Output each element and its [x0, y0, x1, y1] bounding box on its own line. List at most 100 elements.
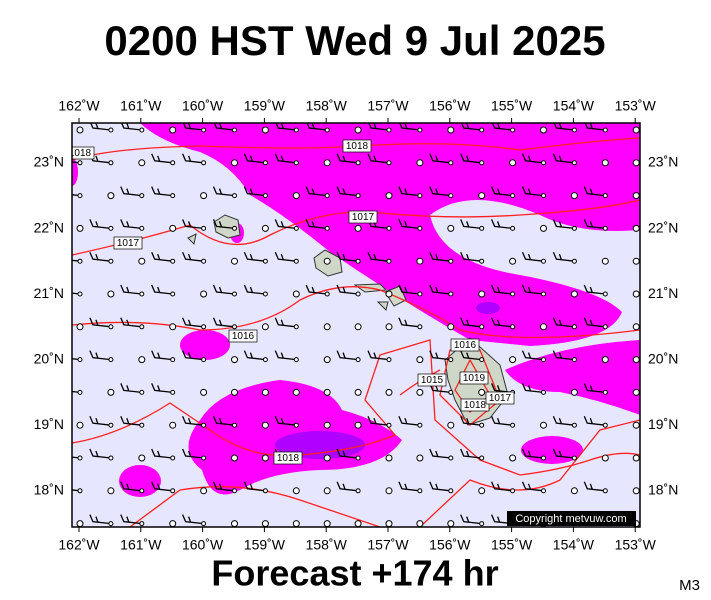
- wind-barb: [552, 251, 575, 262]
- station: [355, 193, 361, 199]
- station: [602, 422, 608, 428]
- station: [571, 225, 577, 231]
- calm-marker: [601, 159, 609, 167]
- station: [262, 488, 268, 494]
- wind-barb: [583, 383, 606, 394]
- calm-marker: [231, 257, 238, 265]
- calm-marker: [107, 388, 115, 396]
- station: [541, 160, 546, 166]
- wind-barb: [72, 259, 81, 262]
- calm-marker: [509, 454, 517, 462]
- station: [170, 160, 176, 166]
- wind-barb: [491, 219, 513, 230]
- wind-barb: [305, 186, 328, 197]
- calm-marker: [231, 356, 238, 364]
- station: [170, 291, 176, 297]
- calm-marker: [323, 421, 331, 429]
- longitude-label: 156˚W: [429, 537, 471, 553]
- wind-barb: [120, 317, 142, 328]
- station: [479, 521, 485, 527]
- calm-marker: [570, 388, 578, 396]
- station: [602, 488, 608, 494]
- wind-barb: [212, 219, 235, 230]
- calm-marker: [632, 487, 640, 495]
- latitude-label: 21˚N: [648, 285, 678, 301]
- station: [108, 357, 114, 363]
- station: [417, 225, 423, 231]
- station: [170, 455, 176, 461]
- longitude-label: 155˚W: [491, 98, 533, 114]
- station: [201, 357, 207, 363]
- wind-barb: [336, 481, 359, 492]
- map-title: 0200 HST Wed 9 Jul 2025: [104, 17, 605, 64]
- station: [448, 488, 454, 494]
- calm-marker: [416, 388, 424, 396]
- station: [571, 455, 577, 461]
- calm-marker: [385, 192, 393, 200]
- station: [386, 225, 392, 231]
- station: [386, 422, 392, 428]
- wind-barb: [491, 481, 513, 492]
- wind-barb: [151, 284, 173, 295]
- station: [510, 291, 516, 297]
- wind-barb: [521, 186, 544, 197]
- wind-barb: [460, 317, 482, 328]
- calm-marker: [416, 454, 424, 462]
- wind-barb: [398, 317, 420, 328]
- wind-barb: [120, 186, 142, 197]
- calm-marker: [261, 388, 269, 396]
- latitude-label: 23˚N: [34, 154, 64, 170]
- isobar-label-box: [113, 236, 143, 250]
- wind-barb: [398, 481, 420, 492]
- wind-barb: [491, 186, 513, 197]
- station: [602, 324, 608, 330]
- isobar-label: 1015: [421, 375, 444, 386]
- calm-marker: [540, 126, 547, 134]
- latitude-label: 18˚N: [648, 482, 678, 498]
- wind-barb: [89, 251, 111, 262]
- calm-marker: [632, 159, 640, 167]
- longitude-label: 161˚W: [120, 537, 162, 553]
- wind-barb: [274, 153, 297, 164]
- station: [201, 521, 207, 527]
- calm-marker: [231, 159, 238, 167]
- station: [479, 225, 485, 231]
- wind-barb: [151, 251, 173, 262]
- station: [571, 357, 577, 363]
- station: [541, 193, 546, 199]
- calm-marker: [76, 126, 84, 134]
- calm-marker: [169, 323, 177, 331]
- station: [324, 127, 330, 133]
- isobar-label: 1017: [352, 212, 375, 223]
- wind-barb: [151, 350, 173, 361]
- calm-marker: [231, 388, 238, 396]
- wind-barb: [89, 448, 111, 459]
- calm-marker: [540, 421, 547, 429]
- isobar-label: 1018: [464, 400, 487, 411]
- station: [417, 291, 423, 297]
- station: [479, 160, 485, 166]
- wind-barb: [89, 350, 111, 361]
- calm-marker: [323, 159, 331, 167]
- calm-marker: [200, 192, 208, 200]
- station: [541, 389, 546, 395]
- wind-barb: [274, 219, 297, 230]
- calm-marker: [354, 421, 362, 429]
- wind-barb: [72, 194, 81, 197]
- longitude-label: 159˚W: [244, 98, 286, 114]
- calm-marker: [385, 487, 393, 495]
- station: [108, 160, 114, 166]
- calm-marker: [323, 257, 331, 265]
- wind-barb: [552, 317, 575, 328]
- calm-marker: [169, 421, 177, 429]
- station: [571, 127, 577, 133]
- calm-marker: [292, 487, 300, 495]
- wind-barb: [151, 186, 173, 197]
- station: [479, 357, 485, 363]
- wind-barb: [583, 219, 606, 230]
- station: [262, 258, 268, 264]
- calm-marker: [632, 454, 640, 462]
- station: [448, 258, 454, 264]
- station: [510, 225, 516, 231]
- wind-barb: [583, 481, 606, 492]
